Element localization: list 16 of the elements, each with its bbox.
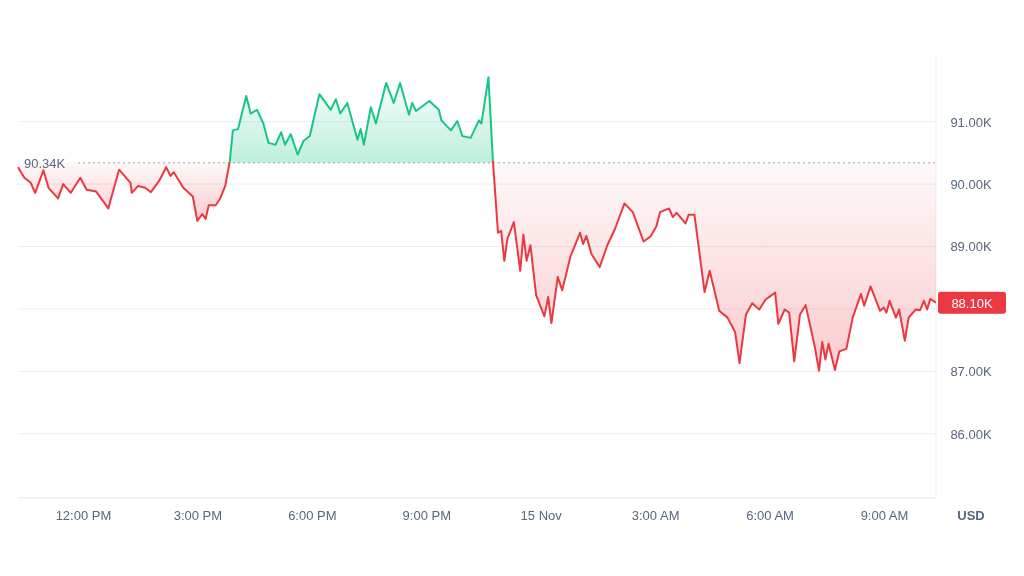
x-tick-label: 9:00 AM — [860, 508, 909, 523]
y-tick-label: 89.00K — [950, 239, 992, 255]
annotation: 88.10K — [951, 295, 993, 311]
y-axis-title: USD — [957, 508, 985, 523]
y-tick-label: 87.00K — [950, 364, 992, 380]
x-tick-label: 6:00 PM — [288, 508, 337, 523]
x-tick-label: 9:00 PM — [402, 508, 451, 523]
y-tick-label: 90.00K — [950, 177, 992, 193]
x-tick-label: 12:00 PM — [55, 508, 112, 523]
x-tick-label: 3:00 AM — [631, 508, 680, 523]
y-tick-label: 91.00K — [950, 114, 992, 130]
y-tick-label: 86.00K — [950, 426, 992, 442]
x-tick-label: 15 Nov — [520, 508, 563, 523]
x-tick-label: 6:00 AM — [746, 508, 794, 523]
x-tick-label: 3:00 PM — [173, 508, 223, 523]
ref-line-label: 90.34K — [24, 155, 66, 171]
